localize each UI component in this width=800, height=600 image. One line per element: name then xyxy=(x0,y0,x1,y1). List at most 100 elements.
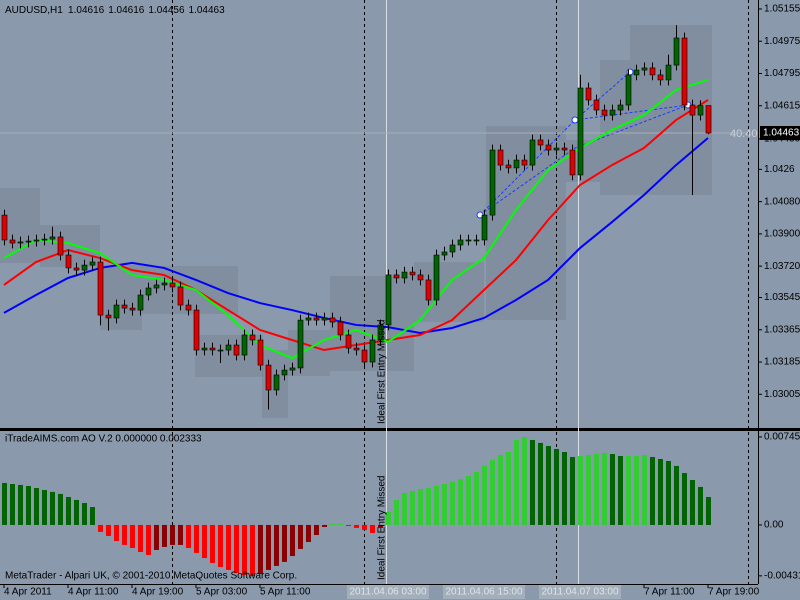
trend-line xyxy=(479,104,689,216)
candle-body xyxy=(641,67,648,71)
ao-bar xyxy=(338,524,343,525)
time-label-box xyxy=(347,585,429,599)
candle-body xyxy=(313,317,320,321)
candle-body xyxy=(353,347,360,351)
ao-bar xyxy=(666,460,671,525)
candle-body xyxy=(473,239,480,242)
candle-body xyxy=(345,334,352,349)
ao-bar xyxy=(610,454,615,525)
candle-body xyxy=(289,367,296,371)
candle-body xyxy=(697,105,704,116)
ao-bar xyxy=(426,488,431,525)
time-label-box xyxy=(443,585,525,599)
y-tick-label: 1.03720 xyxy=(764,261,800,272)
ao-bar xyxy=(530,439,535,525)
ao-bar xyxy=(482,465,487,525)
candle-body xyxy=(337,321,344,336)
candle-body xyxy=(497,149,504,166)
candle-body xyxy=(609,109,616,116)
ao-bar xyxy=(10,484,15,525)
ao-bar xyxy=(242,524,247,576)
ao-bar xyxy=(602,452,607,525)
symbol-header: AUDUSD,H1 1.04616 1.04616 1.04456 1.04463 xyxy=(5,5,225,16)
ao-bar xyxy=(18,484,23,525)
header-high: 1.04616 xyxy=(108,5,145,16)
y-tick-label: -0.00431 xyxy=(764,570,800,581)
ao-bar xyxy=(674,465,679,525)
ao-bar xyxy=(698,486,703,525)
ao-bar xyxy=(218,524,223,567)
ao-bar xyxy=(546,445,551,525)
candle-body xyxy=(17,241,24,244)
candle-body xyxy=(217,349,224,352)
indicator-title: iTradeAIMS.com AO V.2 0.000000 0.002333 xyxy=(5,434,202,445)
candle-body xyxy=(465,239,472,242)
y-tick-label: 1.03365 xyxy=(764,324,800,335)
candle-body xyxy=(681,37,688,106)
ao-bar xyxy=(114,524,119,542)
ao-bar xyxy=(90,507,95,525)
ao-bar xyxy=(98,524,103,532)
time-label: 2011.04.06 15:00 xyxy=(445,587,523,598)
candle-body xyxy=(169,282,176,288)
header-close: 1.04463 xyxy=(189,5,226,16)
candle-body xyxy=(705,105,712,134)
ao-bar xyxy=(450,482,455,525)
ao-bar xyxy=(658,458,663,525)
ao-bar xyxy=(570,456,575,525)
ao-bar xyxy=(378,524,383,528)
candle-body xyxy=(361,349,368,363)
candle-body xyxy=(265,364,272,391)
candle-body xyxy=(537,139,544,146)
candle-body xyxy=(185,304,192,311)
ao-bar xyxy=(618,456,623,525)
candle-body xyxy=(569,149,576,176)
ao-bar xyxy=(506,452,511,525)
ao-bar xyxy=(442,484,447,525)
ao-bar xyxy=(226,524,231,570)
ao-bar xyxy=(314,524,319,536)
ao-bar xyxy=(50,491,55,525)
candle-body xyxy=(121,304,128,309)
candle-body xyxy=(665,64,672,81)
ao-bar xyxy=(298,524,303,549)
ao-bar xyxy=(282,524,287,562)
candle-body xyxy=(393,274,400,279)
ao-bar xyxy=(458,478,463,525)
ao-bar xyxy=(418,488,423,525)
moving-average xyxy=(3,78,709,360)
candle-body xyxy=(89,261,96,266)
trend-line xyxy=(574,104,689,121)
y-tick-label: 1.03185 xyxy=(764,357,800,368)
y-tick-label: 1.04615 xyxy=(764,100,800,111)
candle-body xyxy=(673,37,680,66)
candle-body xyxy=(201,347,208,351)
candle-body xyxy=(97,261,104,316)
candle-body xyxy=(305,317,312,321)
entry-note: Ideal First Entry Missed xyxy=(377,320,388,424)
candle-body xyxy=(329,317,336,323)
candle-body xyxy=(409,271,416,276)
ao-bar xyxy=(490,459,495,525)
annotation: 40.40 xyxy=(730,128,758,140)
ao-bar xyxy=(594,454,599,525)
candle-body xyxy=(129,307,136,311)
candle-body xyxy=(241,334,248,356)
y-tick-label: 1.03005 xyxy=(764,389,800,400)
ao-bar xyxy=(274,524,279,566)
y-tick-label: 1.05155 xyxy=(764,4,800,15)
moving-average xyxy=(3,137,709,335)
candle-body xyxy=(113,304,120,319)
ao-bar xyxy=(578,456,583,525)
ao-bar xyxy=(354,524,359,528)
x-tick-label: 7 Apr 11:00 xyxy=(644,587,695,598)
candle-body xyxy=(545,144,552,151)
x-tick-label: 5 Apr 11:00 xyxy=(260,587,311,598)
x-tick-label: 5 Apr 03:00 xyxy=(196,587,248,598)
candle-body xyxy=(401,271,408,279)
candle-body xyxy=(161,282,168,286)
ao-bar xyxy=(130,524,135,548)
candle-body xyxy=(689,104,696,116)
candle-body xyxy=(257,339,264,366)
